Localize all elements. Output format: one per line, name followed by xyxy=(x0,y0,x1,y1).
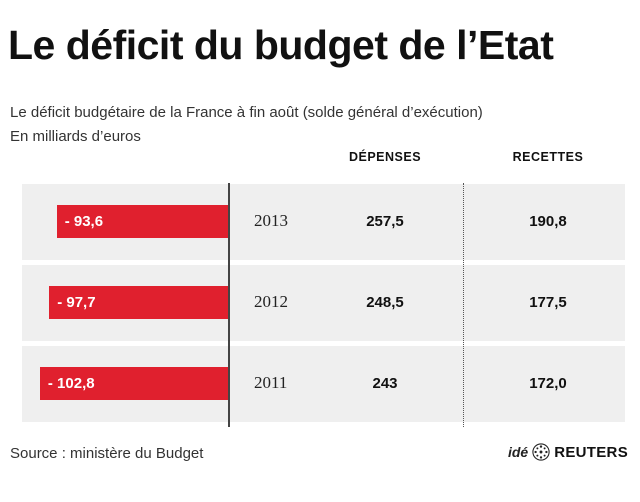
unit-label: En milliards d’euros xyxy=(10,128,141,145)
depenses-value-2013: 257,5 xyxy=(366,213,404,230)
reuters-globe-icon xyxy=(532,443,550,461)
column-divider xyxy=(463,183,464,427)
deficit-bar-2013 xyxy=(56,204,228,238)
depenses-value-2012: 248,5 xyxy=(366,294,404,311)
bar-value-label-2013: - 93,6 xyxy=(64,212,104,230)
deficit-bar-2012 xyxy=(49,285,228,319)
bar-value-label-2011: - 102,8 xyxy=(47,374,95,392)
year-label-2011: 2011 xyxy=(254,373,288,392)
source-note: Source : ministère du Budget xyxy=(10,445,204,462)
reuters-logo-text: REUTERS xyxy=(554,443,628,461)
recettes-value-2012: 177,5 xyxy=(529,294,567,311)
year-label-2013: 2013 xyxy=(254,211,288,230)
depenses-value-2011: 243 xyxy=(372,375,398,392)
recettes-value-2011: 172,0 xyxy=(529,375,567,392)
credit: idé REUTERS xyxy=(508,443,628,461)
ide-logo-text: idé xyxy=(507,444,529,460)
bar-value-label-2012: - 97,7 xyxy=(57,293,96,311)
year-label-2012: 2012 xyxy=(254,292,288,311)
recettes-header: RECETTES xyxy=(512,150,584,164)
page-title: Le déficit du budget de l’Etat xyxy=(8,22,554,68)
deficit-bar-2011 xyxy=(39,366,228,400)
recettes-value-2013: 190,8 xyxy=(529,213,567,230)
zero-axis-line xyxy=(228,183,230,427)
chart-subtitle: Le déficit budgétaire de la France à fin… xyxy=(10,104,483,121)
depenses-header: DÉPENSES xyxy=(348,150,422,164)
